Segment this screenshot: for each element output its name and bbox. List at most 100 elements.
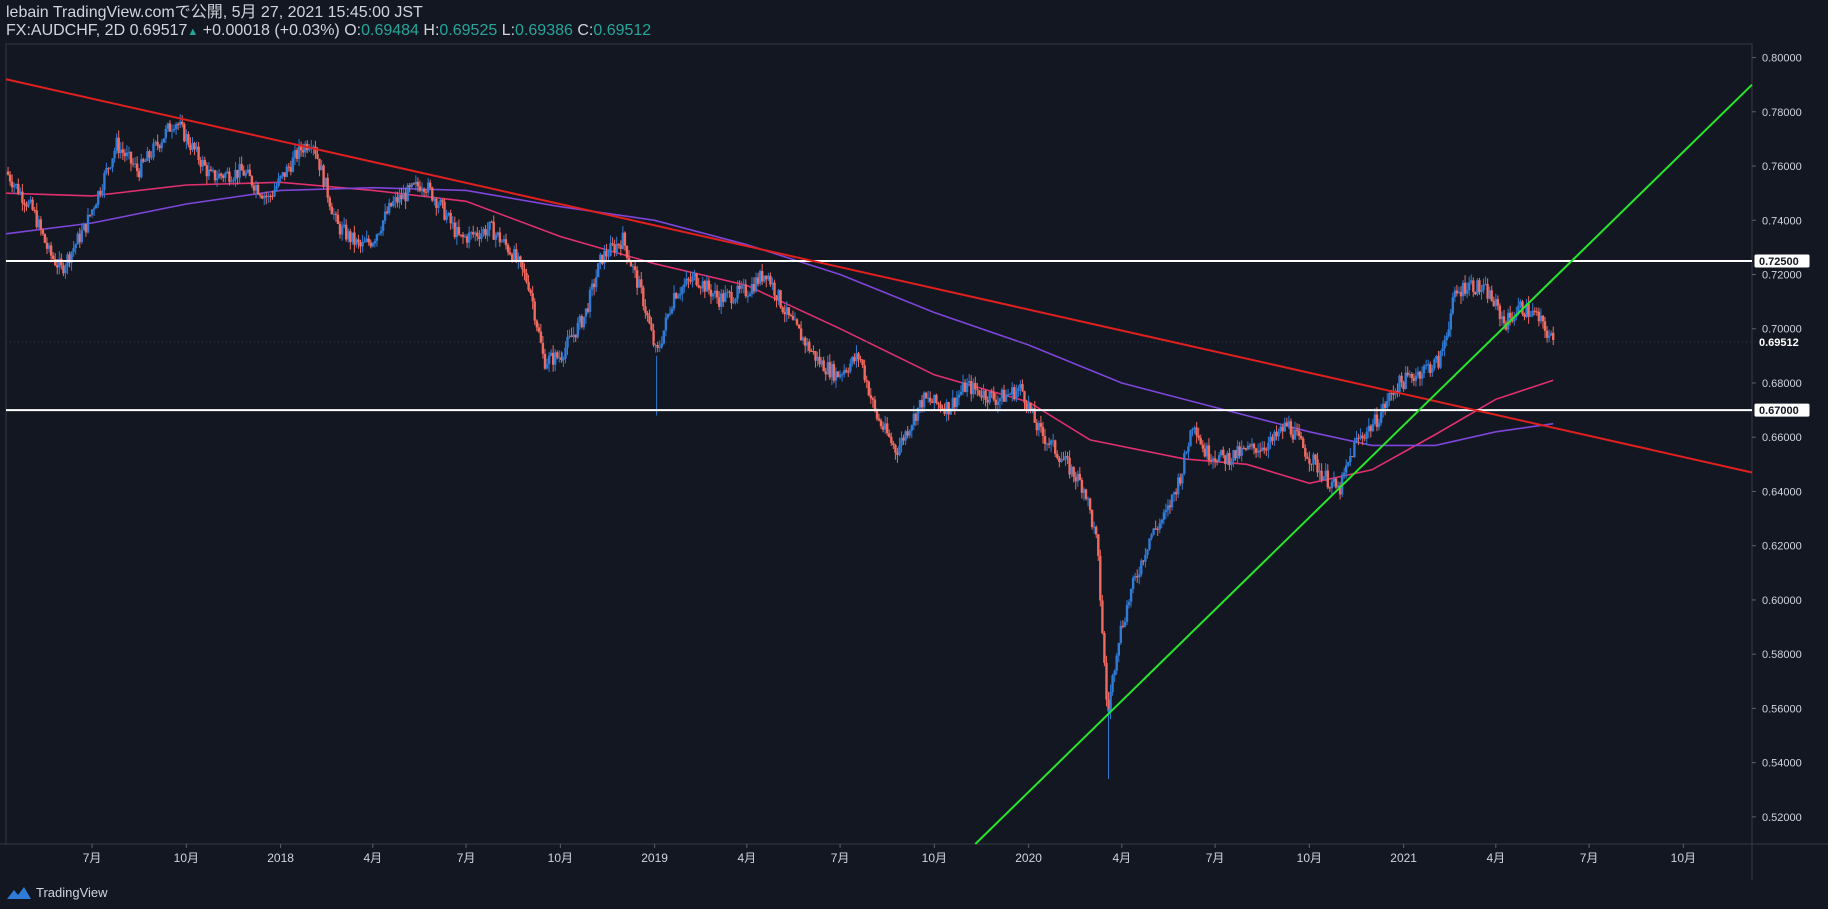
candle-body	[517, 256, 520, 261]
candle-body	[810, 351, 813, 352]
candle-body	[1019, 384, 1022, 389]
candle-body	[1101, 600, 1104, 633]
plot-frame	[5, 43, 1753, 845]
candle-body	[886, 423, 889, 434]
candle-body	[1439, 351, 1442, 368]
candle-body	[72, 248, 75, 252]
candle-body	[1392, 393, 1395, 395]
candle-body	[793, 319, 797, 321]
candle-body	[402, 192, 405, 200]
candle-body	[1519, 301, 1522, 306]
candle-body	[748, 294, 752, 297]
candle-body	[230, 181, 233, 183]
candle-body	[980, 395, 983, 398]
candle-body	[929, 397, 932, 402]
x-tick-label: 4月	[737, 851, 756, 865]
candle-body	[1314, 454, 1317, 460]
candle-body	[482, 228, 485, 234]
candle-body	[558, 357, 561, 359]
price-axis[interactable]: 0.80000 0.78000 0.76000 0.74000 0.72000 0.700…	[1752, 53, 1802, 824]
y-tick-label: 0.78000	[1762, 107, 1802, 119]
candle-body	[818, 356, 821, 365]
candle-body	[197, 146, 200, 160]
y-tick-label: 0.72000	[1762, 270, 1802, 282]
candle-body	[595, 277, 598, 288]
y-tick-label: 0.64000	[1762, 486, 1802, 498]
candle-body	[1386, 401, 1389, 408]
candle-body	[1269, 436, 1272, 443]
candle-body	[1353, 441, 1356, 457]
candle-body	[963, 382, 967, 392]
candle-body	[427, 182, 430, 193]
candle-body	[148, 151, 151, 158]
price-tags: 0.72500 0.67000 0.69512	[1753, 253, 1811, 418]
candle-body	[861, 359, 864, 366]
candle-body	[88, 214, 92, 216]
candle-body	[1312, 454, 1315, 465]
candle-body	[865, 380, 868, 382]
candle-body	[1029, 402, 1032, 411]
horizontal-levels[interactable]	[6, 259, 1752, 412]
candle-body	[1537, 311, 1541, 322]
candle-body	[1478, 280, 1481, 292]
candle-body	[125, 152, 129, 157]
candle-body	[890, 436, 893, 443]
candle-body	[742, 284, 745, 286]
candle-body	[1164, 510, 1168, 513]
candle-body	[720, 293, 723, 307]
candle-body	[1545, 330, 1549, 338]
candle-body	[168, 123, 172, 132]
price-chart[interactable]: 0.80000 0.78000 0.76000 0.74000 0.72000 0.700…	[0, 0, 1828, 880]
x-tick-label: 2019	[641, 851, 668, 865]
candle-body	[1004, 394, 1008, 402]
candle-body	[574, 334, 577, 338]
candle-body	[754, 277, 758, 292]
candle-body	[1472, 280, 1475, 292]
candle-body	[697, 285, 700, 288]
candle-body	[365, 238, 368, 242]
candle-body	[359, 242, 362, 247]
candle-body	[617, 243, 620, 246]
candle-body	[1482, 284, 1485, 291]
candle-body	[289, 167, 293, 172]
trendlines[interactable]	[5, 78, 1753, 845]
candle-body	[549, 352, 553, 356]
candle-body	[1375, 414, 1379, 428]
candle-body	[1338, 485, 1342, 495]
candle-body	[164, 128, 167, 139]
candle-body	[416, 181, 420, 187]
candle-body	[1373, 414, 1377, 425]
candle-body	[226, 171, 229, 174]
candle-body	[207, 169, 211, 177]
candle-body	[261, 195, 264, 199]
candle-body	[166, 123, 170, 129]
candle-body	[1174, 492, 1178, 495]
candle-body	[273, 189, 276, 197]
candle-body	[695, 273, 698, 286]
candle-body	[345, 224, 348, 240]
candle-body	[1222, 449, 1225, 456]
time-axis[interactable]: 7月 10月 2018 4月 7月 10月 2019 4月 7月 10月 2020 4月 7月 10月 20…	[83, 844, 1696, 865]
candle-body	[1211, 458, 1215, 462]
last-price: 0.69517	[129, 22, 188, 39]
tradingview-logo[interactable]: TradingView	[6, 885, 108, 900]
candle-body	[1138, 574, 1141, 578]
candle-body	[1037, 423, 1040, 431]
candle-body	[783, 312, 786, 315]
candle-body	[867, 381, 870, 396]
candle-body	[570, 335, 573, 337]
candle-body	[349, 231, 352, 242]
candle-body	[1062, 459, 1065, 461]
candle-body	[103, 173, 106, 191]
candle-body	[1267, 442, 1270, 451]
candle-body	[1388, 393, 1391, 402]
x-tick-label: 4月	[1486, 851, 1505, 865]
candle-body	[158, 145, 161, 149]
candle-body	[193, 142, 196, 150]
candle-body	[1451, 297, 1454, 314]
candle-body	[845, 370, 848, 372]
candle-body	[1066, 456, 1069, 458]
candle-body	[1121, 625, 1125, 627]
candle-body	[988, 391, 991, 403]
candle-body	[293, 150, 297, 158]
